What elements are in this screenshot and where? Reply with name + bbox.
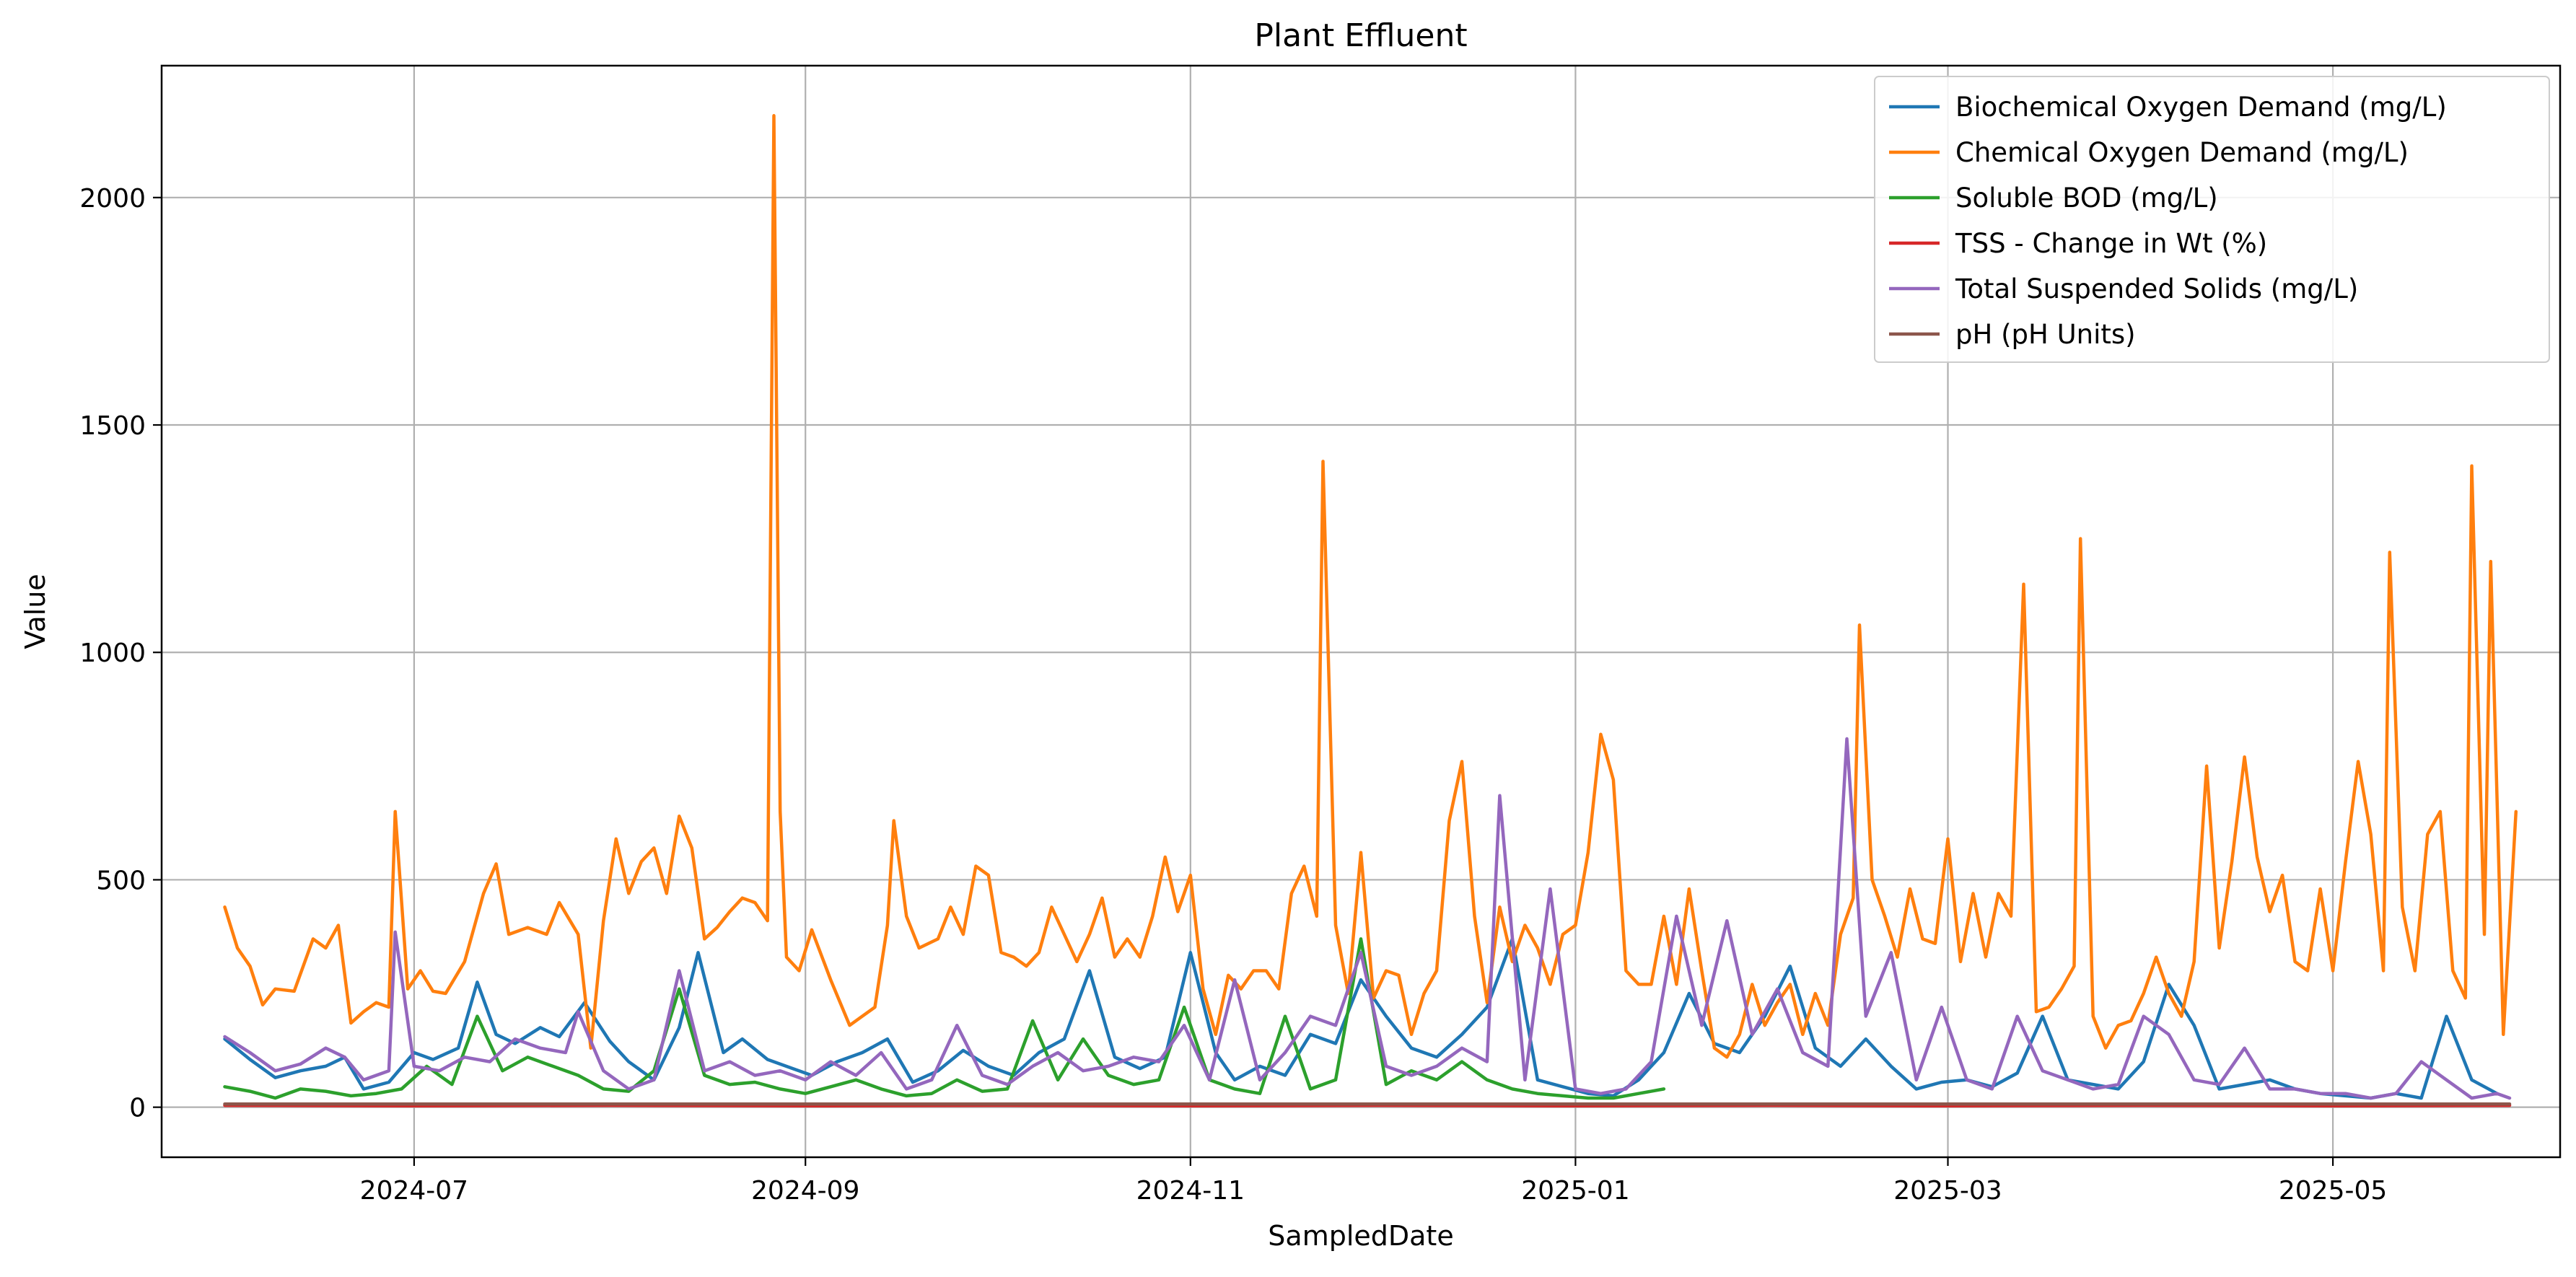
y-tick-label: 500 <box>96 866 146 895</box>
x-tick-label: 2025-01 <box>1521 1176 1629 1206</box>
y-tick-label: 0 <box>129 1094 146 1123</box>
axes: 2024-07 2024-09 2024-11 2025-01 2025-03 2025-… <box>79 184 2387 1206</box>
legend-box <box>1874 76 2550 363</box>
legend-label: TSS - Change in Wt (%) <box>1955 228 2267 259</box>
series-line-2 <box>223 114 2518 1059</box>
x-tick-label: 2024-09 <box>751 1176 859 1206</box>
legend-label: Soluble BOD (mg/L) <box>1955 183 2218 214</box>
legend: Biochemical Oxygen Demand (mg/L) Chemical… <box>1874 76 2550 363</box>
legend-label: pH (pH Units) <box>1955 319 2136 350</box>
x-tick-label: 2025-05 <box>2279 1176 2387 1206</box>
y-tick-label: 1000 <box>79 638 146 668</box>
x-tick-label: 2024-07 <box>360 1176 468 1206</box>
chart-title: Plant Effluent <box>1254 17 1467 54</box>
plot-area-frame <box>160 64 2562 1159</box>
y-tick-label: 2000 <box>79 184 146 214</box>
legend-label: Biochemical Oxygen Demand (mg/L) <box>1955 92 2447 123</box>
y-tick-label: 1500 <box>79 411 146 441</box>
x-axis-label: SampledDate <box>1268 1220 1453 1252</box>
x-tick-label: 2024-11 <box>1136 1176 1245 1206</box>
series-line-5 <box>223 737 2512 1100</box>
x-tick-label: 2025-03 <box>1893 1176 2002 1206</box>
legend-label: Total Suspended Solids (mg/L) <box>1955 273 2358 304</box>
legend-label: Chemical Oxygen Demand (mg/L) <box>1955 137 2409 168</box>
series-line-3 <box>223 937 1666 1100</box>
y-axis-label: Value <box>19 574 51 649</box>
series-lines <box>223 114 2518 1108</box>
